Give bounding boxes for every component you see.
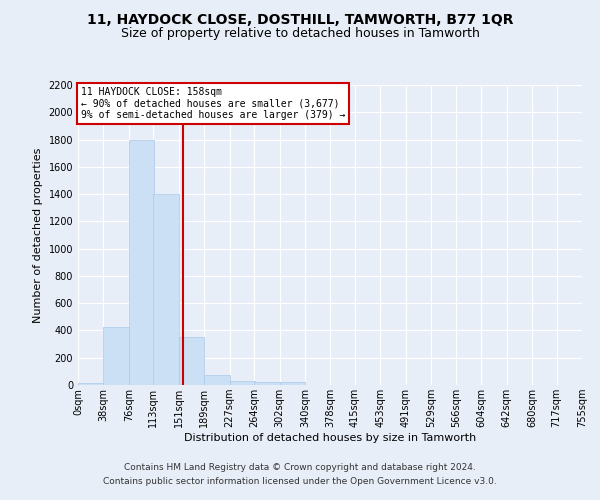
Text: Size of property relative to detached houses in Tamworth: Size of property relative to detached ho…: [121, 28, 479, 40]
Bar: [179, 338, 204, 385]
Bar: [103, 327, 129, 385]
Text: Contains HM Land Registry data © Crown copyright and database right 2024.: Contains HM Land Registry data © Crown c…: [124, 464, 476, 472]
Bar: [230, 381, 255, 385]
Y-axis label: Number of detached properties: Number of detached properties: [33, 148, 43, 322]
Bar: [129, 140, 154, 385]
Bar: [78, 383, 103, 385]
Bar: [280, 382, 305, 385]
Bar: [154, 194, 179, 385]
Bar: [204, 375, 230, 385]
Bar: [254, 382, 280, 385]
Text: 11, HAYDOCK CLOSE, DOSTHILL, TAMWORTH, B77 1QR: 11, HAYDOCK CLOSE, DOSTHILL, TAMWORTH, B…: [87, 12, 513, 26]
X-axis label: Distribution of detached houses by size in Tamworth: Distribution of detached houses by size …: [184, 433, 476, 443]
Text: 11 HAYDOCK CLOSE: 158sqm
← 90% of detached houses are smaller (3,677)
9% of semi: 11 HAYDOCK CLOSE: 158sqm ← 90% of detach…: [80, 87, 345, 120]
Text: Contains public sector information licensed under the Open Government Licence v3: Contains public sector information licen…: [103, 477, 497, 486]
